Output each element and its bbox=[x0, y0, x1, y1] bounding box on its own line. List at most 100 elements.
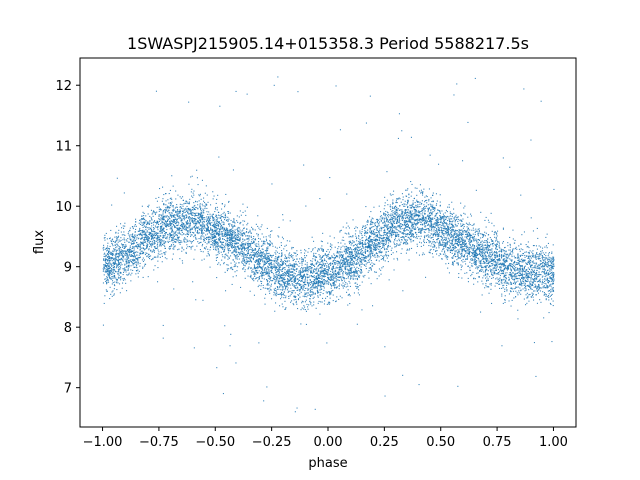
data-point bbox=[253, 294, 255, 296]
data-point bbox=[323, 258, 325, 260]
data-point bbox=[443, 230, 445, 232]
data-point bbox=[403, 221, 405, 223]
data-point bbox=[546, 233, 548, 235]
data-point bbox=[218, 250, 220, 252]
data-point bbox=[135, 273, 137, 275]
data-point bbox=[360, 258, 362, 260]
data-point bbox=[288, 276, 290, 278]
data-point bbox=[115, 277, 117, 279]
data-point bbox=[131, 240, 133, 242]
data-point bbox=[278, 288, 280, 290]
data-point bbox=[298, 298, 300, 300]
data-point bbox=[264, 269, 266, 271]
data-point bbox=[151, 219, 153, 221]
data-point bbox=[395, 231, 397, 233]
data-point bbox=[210, 227, 212, 229]
data-point bbox=[424, 235, 426, 237]
data-point bbox=[418, 219, 420, 221]
data-point bbox=[181, 229, 183, 231]
data-point bbox=[212, 224, 214, 226]
data-point bbox=[326, 342, 328, 344]
data-point bbox=[280, 264, 282, 266]
data-point bbox=[266, 271, 268, 273]
data-point bbox=[457, 249, 459, 251]
data-point bbox=[328, 263, 330, 265]
data-point bbox=[271, 264, 273, 266]
data-point bbox=[119, 277, 121, 279]
data-point bbox=[106, 266, 108, 268]
data-point bbox=[496, 254, 498, 256]
data-point bbox=[242, 224, 244, 226]
data-point bbox=[392, 228, 394, 230]
data-point bbox=[314, 277, 316, 279]
data-point bbox=[553, 263, 555, 265]
data-point bbox=[205, 237, 207, 239]
data-point bbox=[179, 215, 181, 217]
data-point bbox=[385, 248, 387, 250]
data-point bbox=[396, 243, 398, 245]
data-point bbox=[209, 222, 211, 224]
data-point bbox=[121, 227, 123, 229]
data-point bbox=[131, 251, 133, 253]
data-point bbox=[387, 221, 389, 223]
data-point bbox=[487, 249, 489, 251]
data-point bbox=[393, 226, 395, 228]
data-point bbox=[187, 246, 189, 248]
data-point bbox=[451, 235, 453, 237]
data-point bbox=[297, 282, 299, 284]
data-point bbox=[531, 269, 533, 271]
data-point bbox=[263, 240, 265, 242]
data-point bbox=[434, 233, 436, 235]
data-point bbox=[181, 247, 183, 249]
data-point bbox=[382, 243, 384, 245]
data-point bbox=[449, 220, 451, 222]
data-point bbox=[282, 267, 284, 269]
data-point bbox=[281, 296, 283, 298]
data-point bbox=[283, 291, 285, 293]
data-point bbox=[309, 294, 311, 296]
data-point bbox=[232, 227, 234, 229]
data-point bbox=[491, 273, 493, 275]
data-point bbox=[539, 287, 541, 289]
data-point bbox=[497, 272, 499, 274]
data-point bbox=[445, 245, 447, 247]
data-point bbox=[266, 269, 268, 271]
data-point bbox=[543, 262, 545, 264]
data-point bbox=[287, 269, 289, 271]
data-point bbox=[394, 227, 396, 229]
data-point bbox=[213, 234, 215, 236]
data-point bbox=[207, 228, 209, 230]
data-point bbox=[144, 236, 146, 238]
data-point bbox=[200, 214, 202, 216]
data-point bbox=[353, 272, 355, 274]
data-point bbox=[232, 226, 234, 228]
data-point bbox=[446, 228, 448, 230]
data-point bbox=[150, 227, 152, 229]
data-point bbox=[308, 283, 310, 285]
data-point bbox=[461, 253, 463, 255]
data-point bbox=[274, 292, 276, 294]
data-point bbox=[233, 221, 235, 223]
data-point bbox=[337, 252, 339, 254]
data-point bbox=[446, 235, 448, 237]
data-point bbox=[553, 188, 555, 190]
data-point bbox=[202, 205, 204, 207]
data-point bbox=[279, 266, 281, 268]
data-point bbox=[456, 238, 458, 240]
data-point bbox=[294, 278, 296, 280]
data-point bbox=[345, 258, 347, 260]
data-point bbox=[265, 271, 267, 273]
data-point bbox=[146, 255, 148, 257]
data-point bbox=[504, 272, 506, 274]
data-point bbox=[218, 235, 220, 237]
data-point bbox=[383, 232, 385, 234]
data-point bbox=[231, 283, 233, 285]
data-point bbox=[514, 268, 516, 270]
data-point bbox=[275, 293, 277, 295]
data-point bbox=[438, 247, 440, 249]
data-point bbox=[169, 234, 171, 236]
data-point bbox=[495, 252, 497, 254]
data-point bbox=[123, 277, 125, 279]
data-point bbox=[433, 228, 435, 230]
data-point bbox=[108, 276, 110, 278]
